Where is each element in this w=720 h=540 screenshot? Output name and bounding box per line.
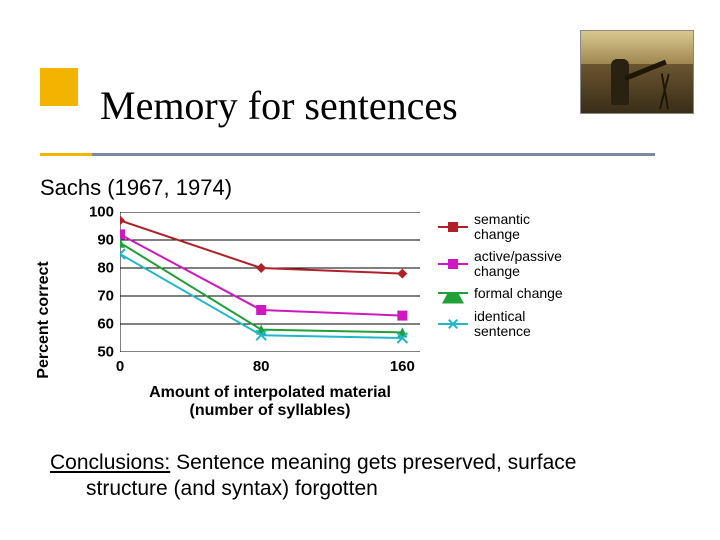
- underline-accent: [40, 153, 92, 156]
- slide-title: Memory for sentences: [100, 82, 458, 129]
- conclusions: Conclusions: Sentence meaning gets prese…: [50, 450, 670, 503]
- legend-item: formal change: [438, 286, 618, 301]
- x-axis-label: Amount of interpolated material (number …: [120, 384, 420, 421]
- legend-label: active/passivechange: [474, 249, 562, 280]
- conclusions-lead: Conclusions:: [50, 451, 170, 474]
- plot-svg: [120, 212, 420, 352]
- legend-marker: [438, 257, 468, 271]
- chart: Percent correct Amount of interpolated m…: [60, 212, 620, 432]
- y-tick: 90: [74, 232, 114, 249]
- plot-area: [120, 212, 420, 352]
- x-tick: 160: [390, 358, 415, 375]
- y-tick: 80: [74, 260, 114, 277]
- legend-marker: [438, 220, 468, 234]
- y-tick: 50: [74, 344, 114, 361]
- y-tick: 70: [74, 288, 114, 305]
- legend-item: identicalsentence: [438, 309, 618, 340]
- x-tick: 80: [253, 358, 270, 375]
- x-tick: 0: [116, 358, 124, 375]
- conclusions-text-line1: Sentence meaning gets preserved, surface: [170, 451, 576, 474]
- legend-marker: [438, 286, 468, 300]
- legend-label: semanticchange: [474, 212, 530, 243]
- y-tick: 60: [74, 316, 114, 333]
- legend-label: formal change: [474, 286, 563, 301]
- accent-square: [40, 68, 78, 106]
- legend-item: active/passivechange: [438, 249, 618, 280]
- conclusions-text-line2: structure (and syntax) forgotten: [50, 476, 670, 502]
- legend-label: identicalsentence: [474, 309, 531, 340]
- legend-marker: [438, 317, 468, 331]
- x-axis-label-line1: Amount of interpolated material: [149, 384, 391, 401]
- citation: Sachs (1967, 1974): [40, 175, 232, 201]
- y-tick: 100: [74, 204, 114, 221]
- legend: semanticchange active/passivechange formal…: [438, 212, 618, 346]
- title-underline: [40, 153, 655, 156]
- x-axis-label-line2: (number of syllables): [190, 402, 351, 419]
- underline-main: [92, 153, 655, 156]
- title-bar: Memory for sentences: [0, 50, 720, 170]
- slide: Memory for sentences Sachs (1967, 1974) …: [0, 0, 720, 540]
- y-axis-label: Percent correct: [35, 261, 53, 378]
- legend-item: semanticchange: [438, 212, 618, 243]
